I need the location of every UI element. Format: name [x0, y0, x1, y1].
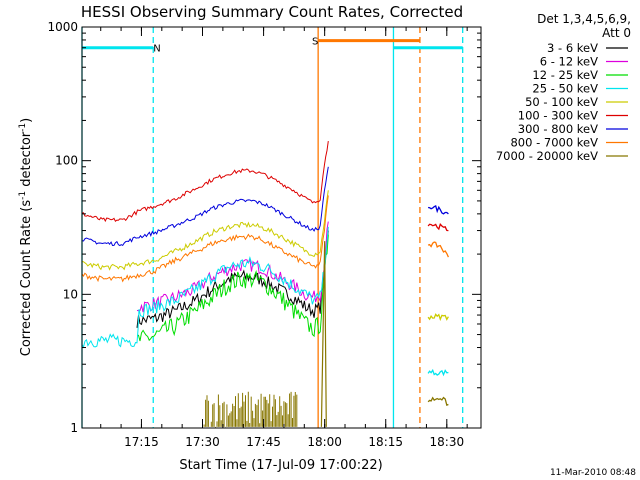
x-axis-label: Start Time (17-Jul-09 17:00:22)	[179, 458, 382, 473]
x-tick-label: 17:15	[124, 435, 159, 449]
chart-title: HESSI Observing Summary Count Rates, Cor…	[81, 3, 463, 21]
y-tick-label: 10	[63, 287, 78, 301]
observing-bands: NS	[81, 27, 464, 428]
y-label-sup1: -1	[18, 191, 28, 200]
series-line-8	[203, 391, 298, 428]
legend-header-2: Att 0	[602, 26, 631, 40]
series-line-7	[81, 195, 329, 283]
legend-label-4: 50 - 100 keV	[525, 95, 598, 109]
series-line-2	[136, 234, 329, 342]
segment-right-2	[427, 241, 449, 258]
legend-label-2: 12 - 25 keV	[532, 68, 598, 82]
y-tick-label: 1	[70, 421, 78, 435]
segment-right-4	[427, 368, 449, 377]
series-line-4	[81, 190, 329, 271]
y-axis-label: Corrected Count Rate (s-1 detector-1)	[18, 118, 34, 356]
footer-date: 11-Mar-2010 08:48	[550, 468, 636, 478]
legend-label-3: 25 - 50 keV	[532, 82, 598, 96]
segment-right-0	[428, 204, 449, 215]
flare-spike	[320, 241, 327, 427]
legend-label-5: 100 - 300 keV	[518, 109, 598, 123]
y-tick-label: 100	[55, 154, 78, 168]
series-line-3	[81, 226, 329, 349]
mode-marker-s: S	[312, 37, 318, 48]
x-tick-label: 18:30	[430, 435, 465, 449]
y-label-mid: detector	[19, 131, 34, 191]
y-label-sup2: -1	[18, 123, 28, 132]
plot-frame	[81, 26, 482, 429]
x-tick-label: 17:30	[185, 435, 220, 449]
legend-label-1: 6 - 12 keV	[540, 55, 598, 69]
legend-label-0: 3 - 6 keV	[547, 41, 598, 55]
series-layer	[81, 141, 449, 428]
legend-label-7: 800 - 7000 keV	[510, 136, 598, 150]
segment-right-5	[427, 396, 449, 406]
x-tick-label: 18:00	[307, 435, 342, 449]
x-tick-label: 18:15	[368, 435, 403, 449]
y-label-main: Corrected Count Rate (s	[19, 200, 34, 357]
x-tick-label: 17:45	[246, 435, 281, 449]
y-label-end: )	[19, 118, 34, 123]
segment-right-3	[427, 313, 449, 322]
legend-label-6: 300 - 800 keV	[518, 122, 598, 136]
series-line-6	[81, 166, 329, 247]
legend-header-1: Det 1,3,4,5,6,9,	[537, 12, 631, 26]
axes-layer: 1 10 100 1000 17:15 17:30 17:45 18:00 18:15 18:30	[47, 20, 482, 449]
mode-marker-n: N	[153, 44, 160, 55]
segment-right-1	[427, 223, 449, 232]
series-line-0	[136, 230, 329, 328]
legend-label-8: 7000 - 20000 keV	[496, 149, 598, 163]
series-line-5	[81, 141, 329, 223]
y-tick-label: 1000	[47, 20, 78, 34]
